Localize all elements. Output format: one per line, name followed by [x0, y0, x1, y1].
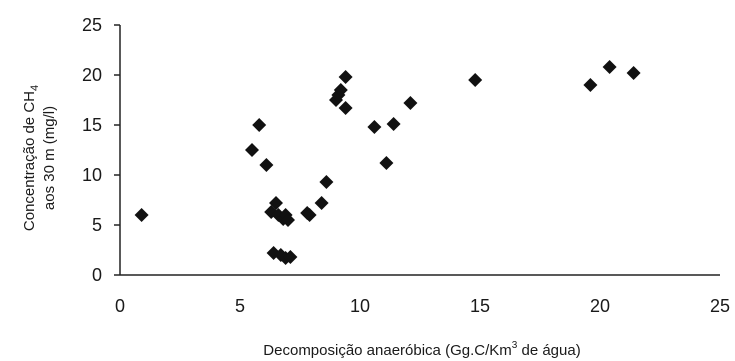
data-point: [314, 196, 329, 210]
data-point: [281, 213, 295, 227]
data-point: [403, 96, 418, 110]
data-point: [379, 156, 394, 170]
x-axis-label: Decomposição anaeróbica (Gg.C/Km3 de águ…: [263, 340, 580, 359]
data-point: [338, 70, 353, 84]
data-point: [259, 158, 274, 172]
x-tick-label: 15: [470, 296, 490, 316]
y-tick-label: 5: [92, 215, 102, 235]
y-tick-label: 25: [82, 15, 102, 35]
y-ticks: 0 5 10 15 20 25: [82, 15, 120, 285]
y-axis-label-line2: aos 30 m (mg/l): [41, 106, 58, 210]
chart-axes: [119, 25, 720, 276]
data-point: [602, 60, 617, 74]
y-tick-label: 10: [82, 165, 102, 185]
data-point: [367, 120, 382, 134]
y-tick-label: 15: [82, 115, 102, 135]
x-tick-label: 20: [590, 296, 610, 316]
data-point: [302, 208, 317, 222]
y-axis-label-line1: Concentração de CH4: [21, 85, 41, 231]
y-tick-label: 0: [92, 265, 102, 285]
data-point: [269, 196, 283, 210]
data-point: [583, 78, 598, 92]
x-tick-label: 25: [710, 296, 730, 316]
data-points: [134, 60, 641, 265]
data-point: [468, 73, 483, 87]
data-point: [386, 117, 401, 131]
x-ticks: 0 5 10 15 20 25: [115, 296, 730, 316]
x-tick-label: 0: [115, 296, 125, 316]
y-tick-label: 20: [82, 65, 102, 85]
data-point: [245, 143, 259, 157]
x-tick-label: 10: [350, 296, 370, 316]
data-point: [338, 101, 353, 115]
data-point: [134, 208, 149, 222]
data-point: [252, 118, 267, 132]
x-tick-label: 5: [235, 296, 245, 316]
data-point: [626, 66, 641, 80]
data-point: [283, 250, 298, 264]
data-point: [319, 175, 334, 189]
data-point: [333, 83, 348, 97]
